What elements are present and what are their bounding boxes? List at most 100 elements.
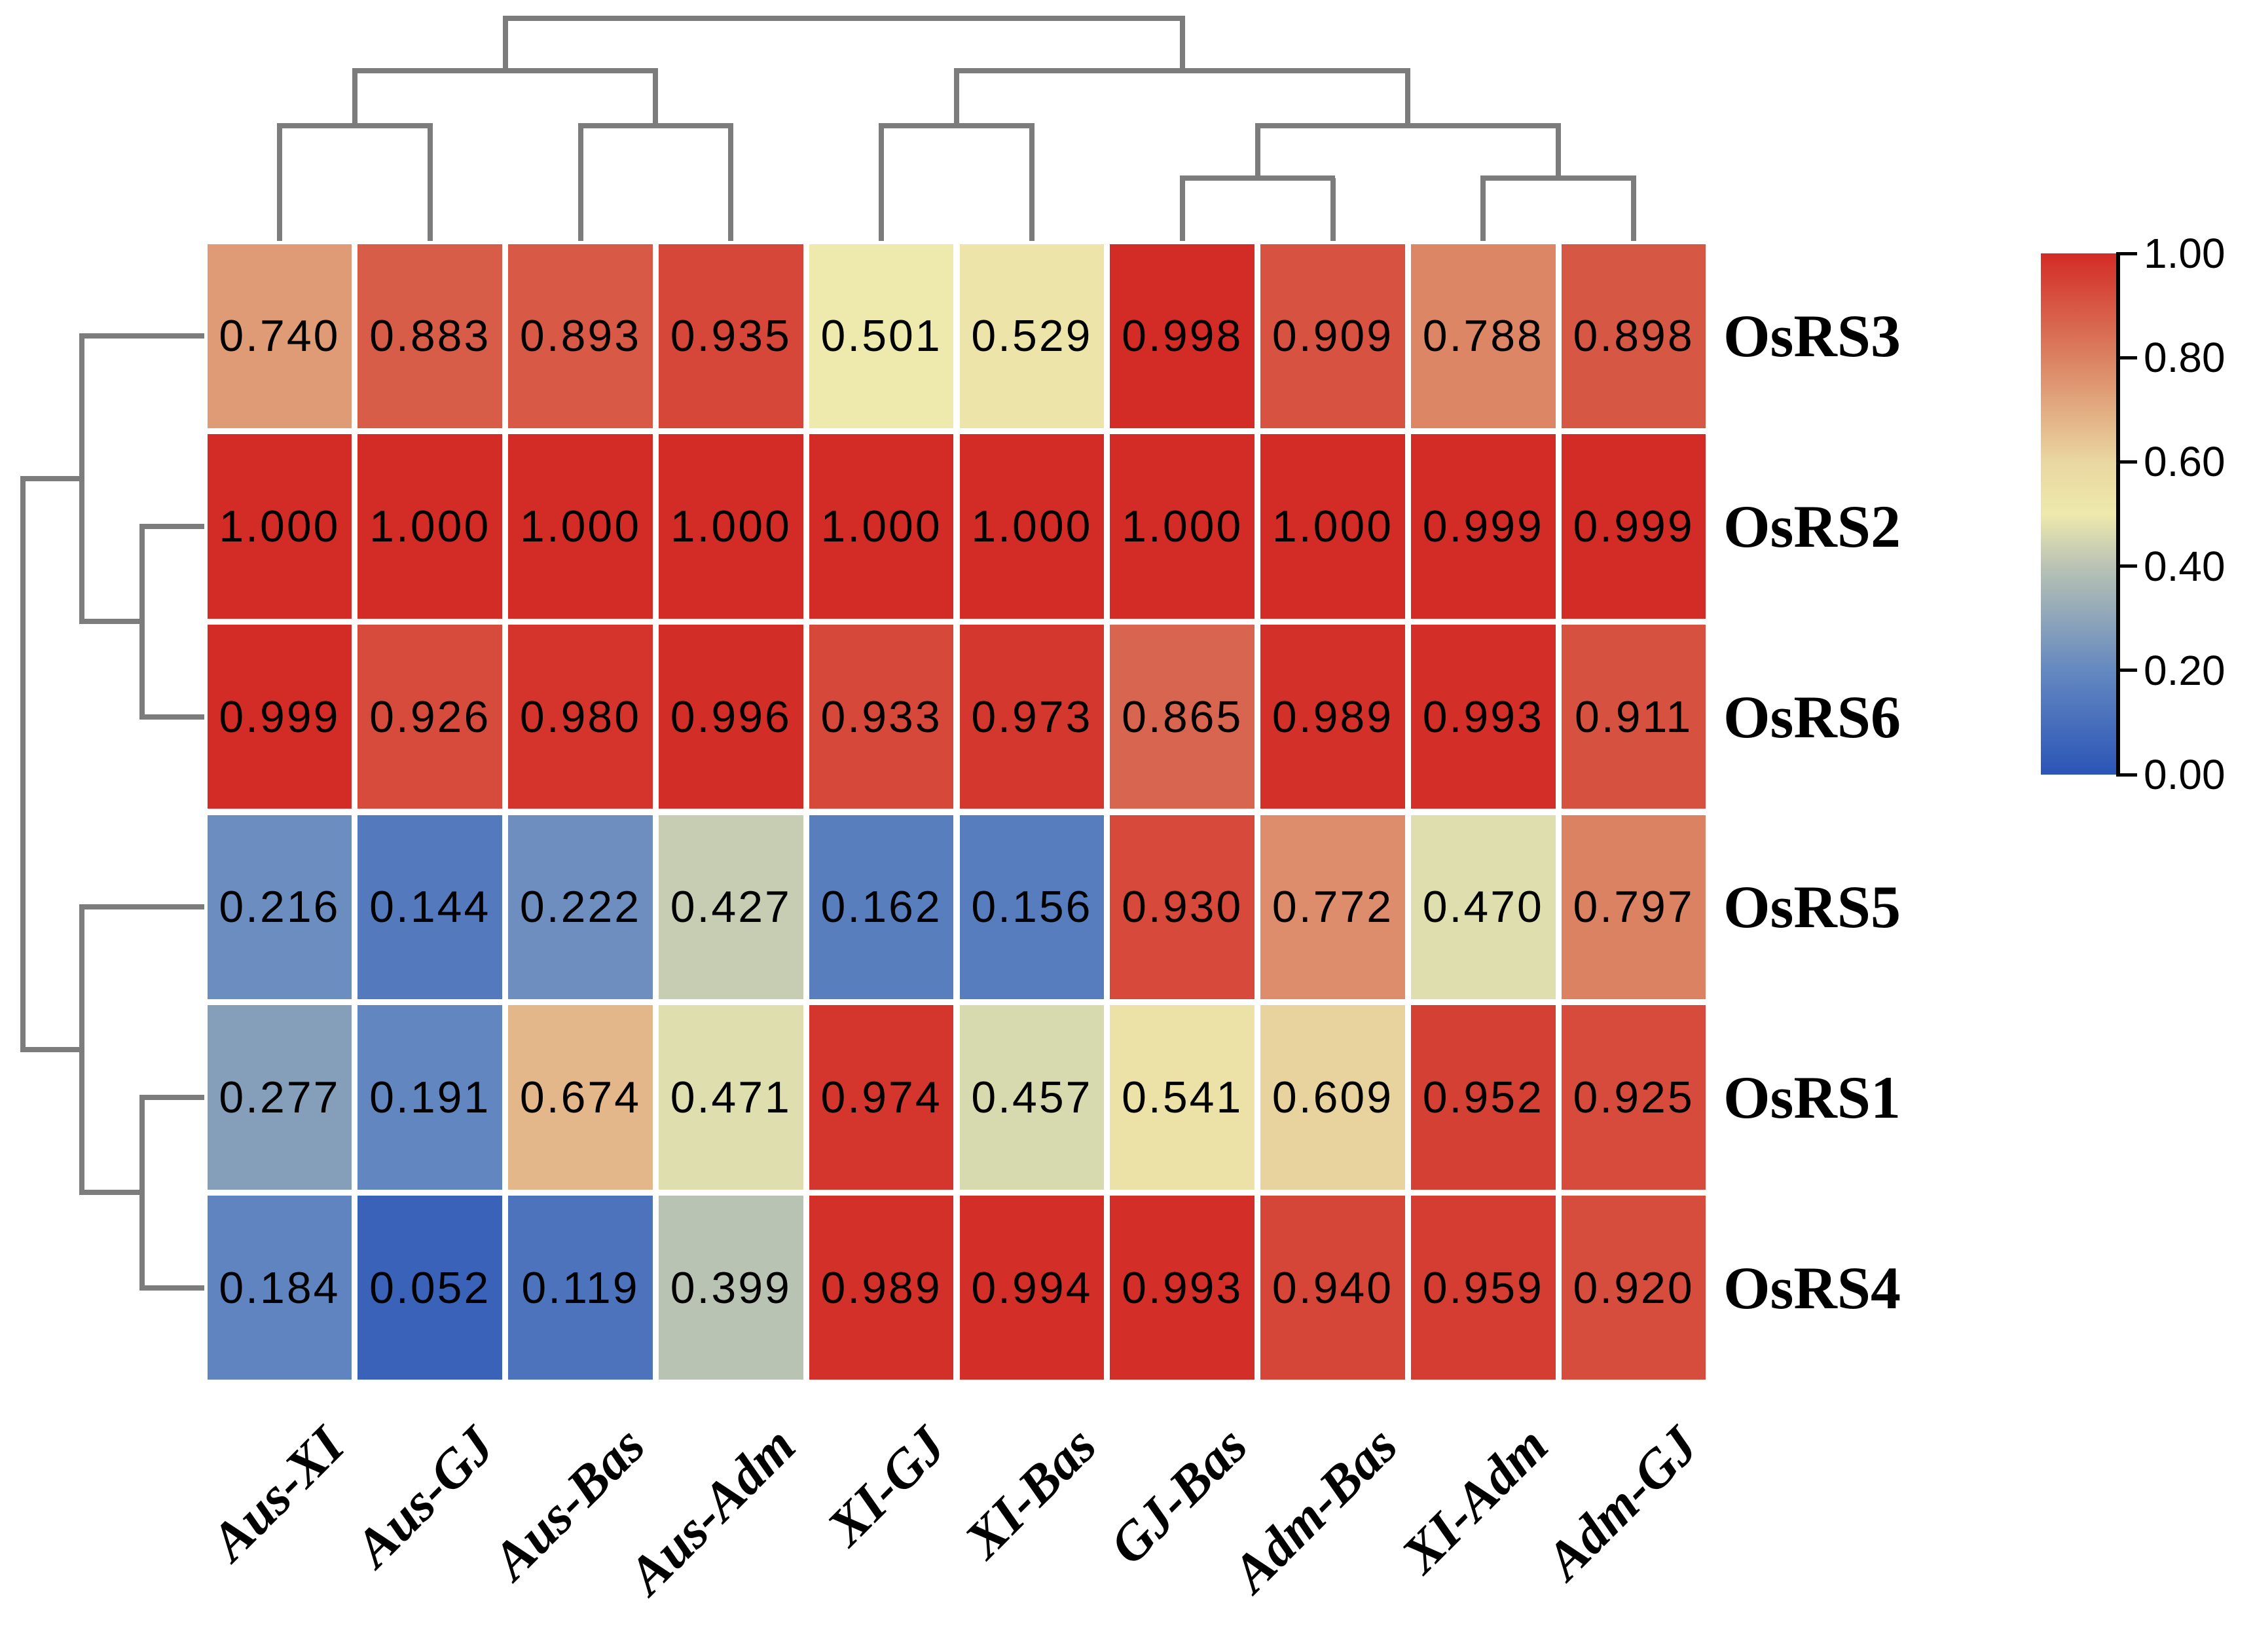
heatmap-cell: 0.993: [1110, 1195, 1255, 1380]
col-label: Aus-Adm: [617, 1415, 807, 1606]
heatmap-cell: 0.920: [1561, 1195, 1706, 1380]
heatmap-cell: 0.925: [1561, 1005, 1706, 1190]
heatmap-cell: 0.471: [658, 1005, 803, 1190]
row-dendrogram-link: [139, 524, 145, 720]
heatmap-cell: 0.427: [658, 815, 803, 1000]
colorbar-tick-label: 0.80: [2144, 334, 2226, 382]
heatmap-cell: 0.156: [959, 815, 1105, 1000]
row-dendrogram-link: [142, 524, 204, 529]
row-dendrogram-link: [142, 1095, 204, 1100]
row-label: OsRS5: [1723, 873, 1901, 941]
heatmap-cell: 0.772: [1260, 815, 1405, 1000]
colorbar-tick: [2116, 460, 2137, 464]
heatmap-cell: 1.000: [207, 434, 352, 619]
row-dendrogram-link: [142, 1285, 204, 1291]
col-dendrogram-link: [1405, 71, 1411, 126]
row-dendrogram-link: [23, 476, 82, 482]
heatmap-cell: 0.740: [207, 244, 352, 429]
col-dendrogram-link: [276, 123, 433, 128]
colorbar-axis-line: [2116, 253, 2120, 777]
heatmap-cell: 0.893: [508, 244, 653, 429]
heatmap-cell: 0.935: [658, 244, 803, 429]
heatmap-cell: 0.933: [809, 624, 954, 809]
heatmap-cell: 1.000: [959, 434, 1105, 619]
heatmap-cell: 0.052: [357, 1195, 503, 1380]
heatmap-cell: 0.974: [809, 1005, 954, 1190]
heatmap-cell: 0.457: [959, 1005, 1105, 1190]
heatmap-cell: 0.909: [1260, 244, 1405, 429]
col-dendrogram-link: [577, 126, 583, 241]
colorbar-tick-label: 0.60: [2144, 438, 2226, 486]
heatmap-cell: 0.911: [1561, 624, 1706, 809]
col-label: Aus-GJ: [343, 1415, 506, 1578]
col-dendrogram-link: [1255, 123, 1562, 128]
col-dendrogram-link: [1179, 18, 1185, 71]
col-dendrogram-link: [954, 68, 1411, 73]
heatmap-cell: 0.898: [1561, 244, 1706, 429]
colorbar-tick-label: 0.40: [2144, 542, 2226, 590]
heatmap-cell: 0.926: [357, 624, 503, 809]
heatmap-cell: 0.994: [959, 1195, 1105, 1380]
heatmap-cell: 0.973: [959, 624, 1105, 809]
heatmap-cell: 1.000: [1260, 434, 1405, 619]
heatmap-cell: 0.989: [809, 1195, 954, 1380]
colorbar-tick: [2116, 564, 2137, 568]
colorbar-gradient: [2041, 253, 2116, 775]
colorbar-tick: [2116, 356, 2137, 359]
row-label: OsRS1: [1723, 1064, 1901, 1131]
col-dendrogram-link: [1480, 175, 1637, 181]
col-dendrogram-link: [502, 16, 1185, 21]
row-label: OsRS4: [1723, 1254, 1901, 1321]
row-dendrogram-link: [20, 476, 26, 1053]
heatmap-cell: 0.541: [1110, 1005, 1255, 1190]
heatmap-cell: 1.000: [508, 434, 653, 619]
colorbar-tick-label: 0.00: [2144, 751, 2226, 798]
row-label: OsRS3: [1723, 303, 1901, 370]
heatmap-cell: 0.993: [1410, 624, 1556, 809]
heatmap-cell: 1.000: [357, 434, 503, 619]
heatmap-cell: 0.191: [357, 1005, 503, 1190]
col-dendrogram-link: [352, 68, 659, 73]
row-dendrogram-link: [79, 904, 84, 1196]
col-dendrogram-link: [1556, 126, 1562, 178]
heatmap-cell: 0.883: [357, 244, 503, 429]
col-label: Adm-Bas: [1220, 1415, 1409, 1604]
heatmap-cell: 0.144: [357, 815, 503, 1000]
colorbar-tick: [2116, 251, 2137, 255]
heatmap-cell: 1.000: [658, 434, 803, 619]
heatmap-cell: 0.222: [508, 815, 653, 1000]
heatmap-cell: 0.277: [207, 1005, 352, 1190]
colorbar-tick-label: 0.20: [2144, 646, 2226, 694]
heatmap-cell: 0.930: [1110, 815, 1255, 1000]
row-dendrogram-link: [82, 619, 142, 625]
row-dendrogram-link: [142, 714, 204, 720]
heatmap-cell: 0.399: [658, 1195, 803, 1380]
heatmap-cell: 0.980: [508, 624, 653, 809]
col-label: XI-Adm: [1390, 1415, 1560, 1585]
col-dendrogram-link: [879, 126, 885, 241]
heatmap-cell: 0.999: [207, 624, 352, 809]
heatmap-cell: 0.989: [1260, 624, 1405, 809]
col-dendrogram-link: [502, 18, 508, 71]
heatmap-cell: 0.996: [658, 624, 803, 809]
col-dendrogram-link: [954, 71, 959, 126]
col-dendrogram-link: [1179, 178, 1185, 241]
heatmap-cell: 0.162: [809, 815, 954, 1000]
row-dendrogram-link: [139, 1095, 145, 1291]
col-label: XI-GJ: [816, 1415, 957, 1557]
heatmap-cell: 0.674: [508, 1005, 653, 1190]
col-dendrogram-link: [1029, 126, 1035, 241]
heatmap-cell: 0.952: [1410, 1005, 1556, 1190]
heatmap-cell: 0.940: [1260, 1195, 1405, 1380]
row-label: OsRS2: [1723, 493, 1901, 560]
heatmap-cell: 0.501: [809, 244, 954, 429]
row-dendrogram-link: [82, 904, 204, 910]
col-dendrogram-link: [1480, 178, 1486, 241]
col-dendrogram-link: [728, 126, 734, 241]
colorbar-tick: [2116, 669, 2137, 672]
col-label: Adm-GJ: [1534, 1415, 1710, 1590]
col-dendrogram-link: [427, 126, 433, 241]
col-dendrogram-link: [653, 71, 659, 126]
heatmap-cell: 0.959: [1410, 1195, 1556, 1380]
